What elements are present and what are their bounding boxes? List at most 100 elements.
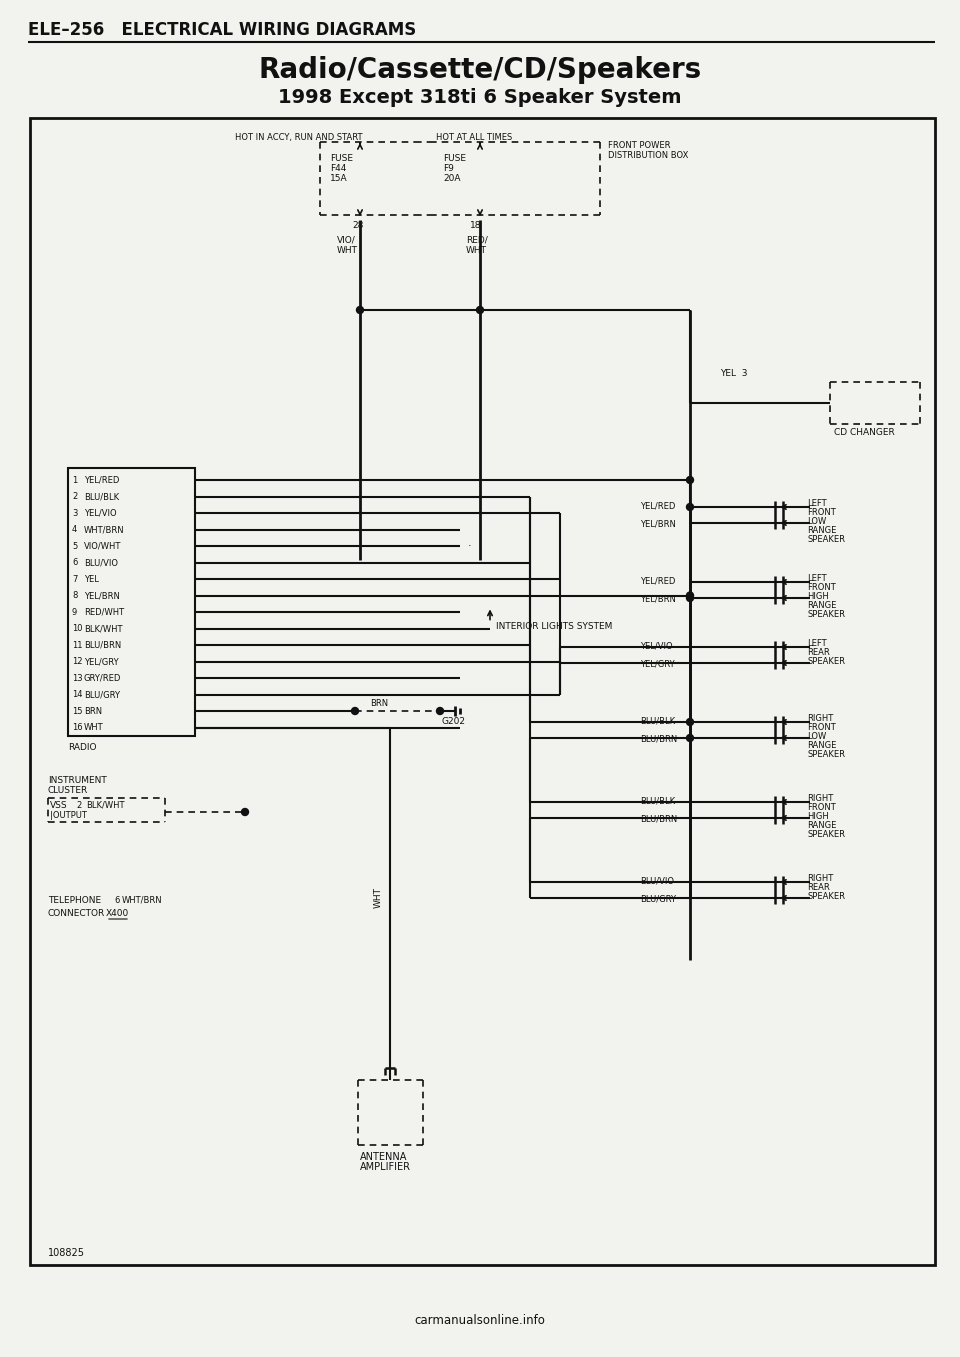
Text: 7: 7 — [72, 574, 78, 584]
Text: GRY/RED: GRY/RED — [84, 673, 121, 683]
Text: 6: 6 — [114, 896, 119, 905]
Text: YEL: YEL — [84, 574, 99, 584]
Text: YEL/RED: YEL/RED — [84, 475, 119, 484]
Text: REAR: REAR — [807, 882, 829, 892]
Text: 5: 5 — [72, 541, 77, 551]
Text: CONNECTOR: CONNECTOR — [48, 908, 106, 917]
Text: WHT: WHT — [337, 246, 358, 255]
Circle shape — [686, 594, 693, 601]
Text: SPEAKER: SPEAKER — [807, 609, 845, 619]
Text: YEL/BRN: YEL/BRN — [84, 592, 120, 600]
Text: 4: 4 — [72, 525, 77, 535]
Text: 15: 15 — [72, 707, 83, 715]
Text: HIGH: HIGH — [807, 811, 828, 821]
Text: YEL/VIO: YEL/VIO — [84, 509, 116, 517]
Text: RED/WHT: RED/WHT — [84, 608, 124, 616]
Text: 3: 3 — [72, 509, 78, 517]
Circle shape — [437, 707, 444, 715]
Text: 28: 28 — [352, 220, 364, 229]
Text: carmanualsonline.info: carmanualsonline.info — [415, 1314, 545, 1327]
Text: INTERIOR LIGHTS SYSTEM: INTERIOR LIGHTS SYSTEM — [496, 622, 612, 631]
Text: 16: 16 — [72, 723, 83, 731]
Text: BLK/WHT: BLK/WHT — [86, 801, 125, 810]
Bar — [68, 468, 195, 735]
Text: REAR: REAR — [807, 647, 829, 657]
Text: Radio/Cassette/CD/Speakers: Radio/Cassette/CD/Speakers — [258, 56, 702, 84]
Text: 15A: 15A — [330, 174, 348, 182]
Text: 9: 9 — [72, 608, 77, 616]
Text: BLU/BLK: BLU/BLK — [640, 797, 675, 806]
Text: WHT/BRN: WHT/BRN — [122, 896, 162, 905]
Text: 2: 2 — [72, 493, 77, 501]
Text: YEL/GRY: YEL/GRY — [640, 660, 675, 669]
Text: WHT: WHT — [373, 887, 382, 908]
Text: VSS: VSS — [50, 801, 67, 810]
Text: VIO/: VIO/ — [337, 236, 356, 244]
Text: 6: 6 — [72, 558, 78, 567]
Text: 1: 1 — [72, 475, 77, 484]
Text: YEL/BRN: YEL/BRN — [640, 520, 676, 528]
Text: FUSE: FUSE — [330, 153, 353, 163]
Text: RIGHT: RIGHT — [807, 794, 833, 802]
Text: LEFT: LEFT — [807, 498, 827, 508]
Text: YEL/RED: YEL/RED — [640, 502, 676, 510]
Circle shape — [686, 503, 693, 510]
Circle shape — [686, 718, 693, 726]
Text: 11: 11 — [72, 641, 83, 650]
Text: FRONT: FRONT — [807, 508, 836, 517]
Text: RANGE: RANGE — [807, 601, 836, 609]
Text: RANGE: RANGE — [807, 741, 836, 749]
Text: FRONT: FRONT — [807, 802, 836, 811]
Text: RIGHT: RIGHT — [807, 714, 833, 722]
Text: BRN: BRN — [370, 699, 388, 707]
Text: LOW: LOW — [807, 517, 827, 525]
Text: ELE–256   ELECTRICAL WIRING DIAGRAMS: ELE–256 ELECTRICAL WIRING DIAGRAMS — [28, 20, 417, 39]
Text: ANTENNA: ANTENNA — [360, 1152, 407, 1162]
Text: SPEAKER: SPEAKER — [807, 892, 845, 901]
Text: LOW: LOW — [807, 731, 827, 741]
Text: X400: X400 — [106, 908, 130, 917]
Circle shape — [242, 809, 249, 816]
Text: F44: F44 — [330, 163, 347, 172]
Circle shape — [686, 734, 693, 741]
Circle shape — [476, 307, 484, 313]
Text: TELEPHONE: TELEPHONE — [48, 896, 101, 905]
Text: 10: 10 — [72, 624, 83, 632]
Text: LEFT: LEFT — [807, 574, 827, 582]
Text: WHT/BRN: WHT/BRN — [84, 525, 125, 535]
Text: RIGHT: RIGHT — [807, 874, 833, 882]
Bar — [30, 118, 935, 1265]
Circle shape — [356, 307, 364, 313]
Text: G202: G202 — [442, 716, 466, 726]
Circle shape — [351, 707, 358, 715]
Text: SPEAKER: SPEAKER — [807, 657, 845, 665]
Text: BLU/GRY: BLU/GRY — [640, 894, 676, 904]
Text: INSTRUMENT: INSTRUMENT — [48, 775, 107, 784]
Text: F9: F9 — [443, 163, 454, 172]
Text: BLU/BRN: BLU/BRN — [640, 734, 677, 744]
Text: LEFT: LEFT — [807, 639, 827, 647]
Text: SPEAKER: SPEAKER — [807, 829, 845, 839]
Text: YEL/GRY: YEL/GRY — [84, 657, 119, 666]
Text: 13: 13 — [72, 673, 83, 683]
Text: BLU/BRN: BLU/BRN — [640, 814, 677, 824]
Text: HOT AT ALL TIMES: HOT AT ALL TIMES — [436, 133, 513, 141]
Text: |OUTPUT: |OUTPUT — [50, 810, 86, 820]
Text: 8: 8 — [72, 592, 78, 600]
Text: 1998 Except 318ti 6 Speaker System: 1998 Except 318ti 6 Speaker System — [278, 87, 682, 106]
Text: BLU/BRN: BLU/BRN — [84, 641, 121, 650]
Text: .: . — [468, 537, 471, 548]
Text: 12: 12 — [72, 657, 83, 666]
Circle shape — [686, 592, 693, 598]
Text: RANGE: RANGE — [807, 821, 836, 829]
Text: AMPLIFIER: AMPLIFIER — [360, 1162, 411, 1172]
Text: FRONT POWER: FRONT POWER — [608, 141, 670, 149]
Text: 108825: 108825 — [48, 1248, 85, 1258]
Text: HIGH: HIGH — [807, 592, 828, 601]
Text: BLU/GRY: BLU/GRY — [84, 689, 120, 699]
Text: FUSE: FUSE — [443, 153, 466, 163]
Text: BLK/WHT: BLK/WHT — [84, 624, 123, 632]
Text: 14: 14 — [72, 689, 83, 699]
Text: CD CHANGER: CD CHANGER — [834, 427, 895, 437]
Text: WHT: WHT — [84, 723, 104, 731]
